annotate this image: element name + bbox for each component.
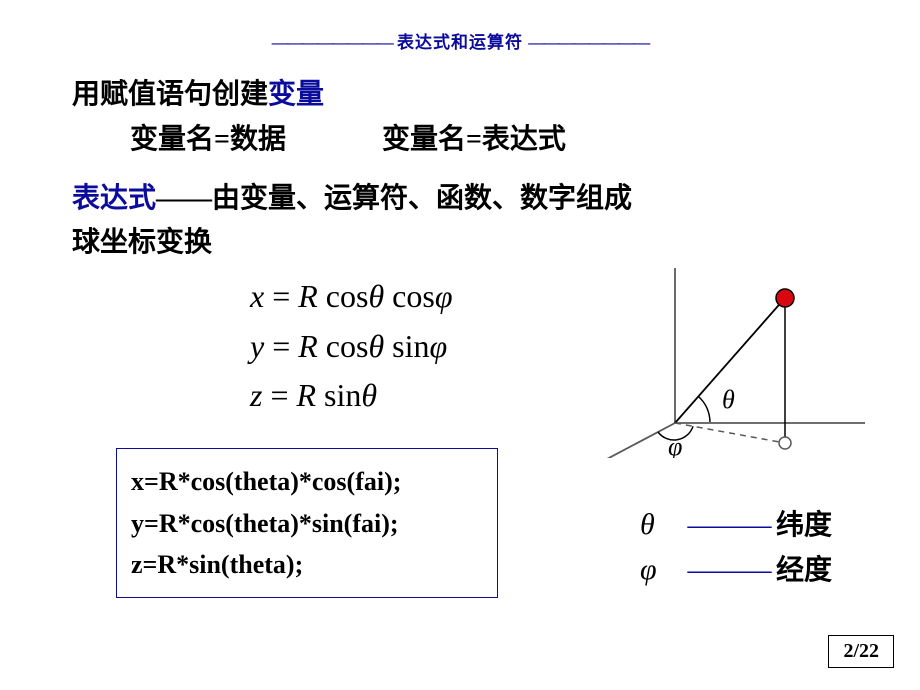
legend-phi-sym: φ: [640, 547, 680, 592]
header-dash-left: ————————: [272, 33, 392, 52]
coord-diagram: θ φ: [550, 258, 870, 458]
intro-line: 用赋值语句创建变量: [72, 73, 860, 118]
legend-phi-lab: 经度: [776, 555, 832, 586]
expr-dash: ——: [156, 183, 212, 214]
formula-x: x = R cosθ cosφ: [250, 272, 453, 322]
proj-circle: [779, 437, 791, 449]
syntax-right: 变量名=表达式: [382, 118, 566, 163]
header-title: 表达式和运算符: [397, 33, 523, 52]
legend-theta-sym: θ: [640, 502, 680, 547]
expr-rest: 由变量、运算符、函数、数字组成: [212, 183, 632, 214]
intro-prefix: 用赋值语句创建: [72, 79, 268, 110]
legend-theta-lab: 纬度: [776, 510, 832, 541]
legend-theta-dash: ———: [688, 508, 769, 541]
formula-z: z = R sinθ: [250, 371, 453, 421]
syntax-row: 变量名=数据 变量名=表达式: [130, 118, 860, 163]
code-l1: x=R*cos(theta)*cos(fai);: [131, 461, 483, 503]
arc-theta: [699, 397, 711, 423]
code-box: x=R*cos(theta)*cos(fai); y=R*cos(theta)*…: [116, 448, 498, 598]
point-icon: [776, 289, 794, 307]
code-l3: z=R*sin(theta);: [131, 544, 483, 586]
theta-label: θ: [722, 385, 735, 414]
expr-line: 表达式——由变量、运算符、函数、数字组成: [72, 177, 860, 222]
formula-block: x = R cosθ cosφ y = R cosθ sinφ z = R si…: [250, 272, 453, 421]
legend: θ ——— 纬度 φ ——— 经度: [640, 502, 832, 592]
proj-dash: [675, 423, 785, 443]
header-dash-right: ————————: [528, 33, 648, 52]
legend-theta: θ ——— 纬度: [640, 502, 832, 547]
content-area: 用赋值语句创建变量 变量名=数据 变量名=表达式 表达式——由变量、运算符、函数…: [0, 53, 920, 266]
page-header: ———————— 表达式和运算符 ————————: [0, 0, 920, 53]
sphere-text: 球坐标变换: [72, 227, 212, 258]
code-l2: y=R*cos(theta)*sin(fai);: [131, 503, 483, 545]
phi-label: φ: [668, 432, 682, 458]
formula-y: y = R cosθ sinφ: [250, 322, 453, 372]
intro-suffix: 变量: [268, 79, 324, 110]
page-number: 2/22: [828, 635, 894, 668]
expr-prefix: 表达式: [72, 183, 156, 214]
syntax-left: 变量名=数据: [130, 118, 286, 163]
axis-perspective: [590, 423, 675, 458]
legend-phi-dash: ———: [688, 553, 769, 586]
legend-phi: φ ——— 经度: [640, 547, 832, 592]
